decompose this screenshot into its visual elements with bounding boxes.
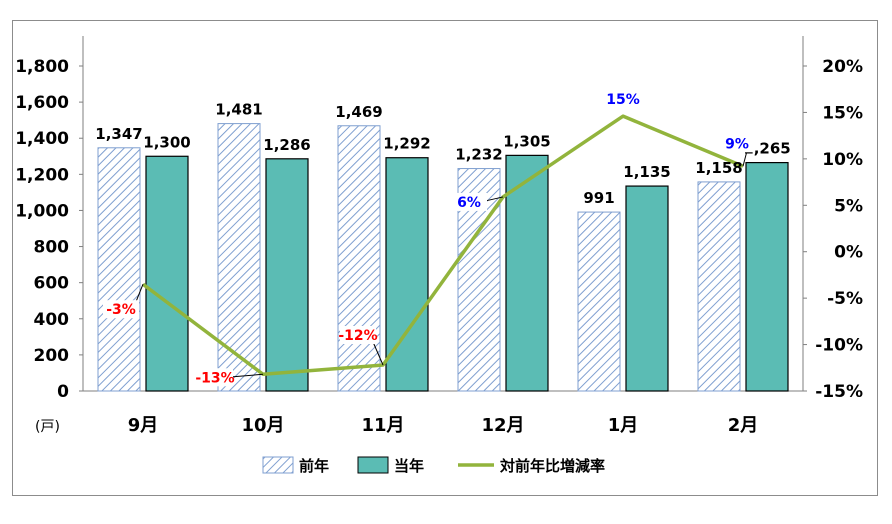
left-tick-label: 1,600	[15, 93, 69, 113]
rate-label-background	[451, 192, 487, 211]
rate-point-label: -3%	[106, 302, 136, 318]
bar-current-year-label: 1,286	[263, 136, 310, 154]
bar-previous-year-label: 991	[583, 189, 614, 207]
right-tick-label: 10%	[822, 150, 863, 170]
bar-previous-year-label: 1,481	[215, 101, 262, 119]
right-tick-label: -15%	[815, 382, 863, 402]
left-tick-label: 1,200	[15, 165, 69, 185]
bar-current-year	[145, 155, 189, 392]
legend-swatch-current-year	[357, 456, 389, 474]
rate-label-background	[719, 134, 755, 153]
legend-label-current-year: 当年	[394, 457, 424, 475]
rate-label-background	[197, 368, 233, 387]
rate-point-label: 15%	[606, 92, 640, 108]
left-tick-label: 1,000	[15, 201, 69, 221]
rate-label-background	[605, 90, 641, 109]
left-tick-label: 400	[34, 310, 70, 330]
bar-previous-year-label: 1,232	[455, 146, 502, 164]
growth-rate-line	[141, 114, 744, 377]
category-label: 2月	[728, 415, 759, 436]
right-tick-label: 15%	[822, 103, 863, 123]
category-label: 10月	[241, 415, 284, 436]
left-tick-label: 800	[34, 238, 70, 258]
rate-point-label: -13%	[195, 370, 234, 386]
bar-previous-year-label: 1,158	[695, 159, 742, 177]
bar-current-year	[745, 161, 789, 392]
bar-current-year	[265, 158, 309, 392]
bar-current-year-label: 1,292	[383, 135, 430, 153]
rate-point-label: 9%	[725, 136, 749, 152]
rate-label-background	[103, 300, 139, 319]
left-tick-label: 200	[34, 346, 70, 366]
bar-current-year-label: 1,300	[143, 133, 190, 151]
bar-line-chart: 0 200 400 600 800 1,000 1,200 1,400 1,600 1,800 -1…	[15, 36, 863, 475]
left-tick-label: 1,400	[15, 129, 69, 149]
bar-current-year	[625, 185, 669, 392]
left-tick-label: 0	[57, 382, 69, 402]
bar-previous-year	[577, 211, 621, 392]
legend-label-growth-rate: 対前年比増減率	[499, 457, 605, 475]
bar-previous-year	[337, 125, 381, 392]
right-tick-label: 5%	[834, 196, 863, 216]
bar-current-year-label: 1,305	[503, 132, 550, 150]
right-tick-label: -5%	[827, 289, 863, 309]
left-tick-label: 1,800	[15, 57, 69, 77]
left-tick-label: 600	[34, 274, 70, 294]
legend-label-previous-year: 前年	[299, 457, 329, 475]
right-tick-label: 20%	[822, 57, 863, 77]
category-label: 12月	[481, 415, 524, 436]
rate-point-label: 6%	[457, 195, 481, 211]
unit-label: (戸)	[35, 419, 60, 435]
right-tick-label: 0%	[834, 243, 863, 263]
rate-point-label: -12%	[338, 328, 377, 344]
bar-previous-year	[97, 147, 141, 392]
right-tick-label: -10%	[815, 336, 863, 356]
legend-swatch-previous-year	[262, 456, 294, 474]
bar-current-year-label: 1,135	[623, 163, 670, 181]
bar-current-year	[505, 154, 549, 392]
rate-label-background	[340, 326, 376, 344]
category-label: 11月	[361, 415, 404, 436]
category-label: 1月	[608, 415, 639, 436]
bar-previous-year-label: 1,347	[95, 125, 142, 143]
bar-current-year	[385, 157, 429, 392]
bar-previous-year	[217, 123, 261, 392]
bar-current-year-label: 1,265	[743, 140, 790, 158]
bar-previous-year	[697, 181, 741, 392]
category-label: 9月	[128, 415, 159, 436]
bar-previous-year-label: 1,469	[335, 103, 382, 121]
chart-frame: 0 200 400 600 800 1,000 1,200 1,400 1,600 1,800 -1…	[12, 20, 878, 496]
